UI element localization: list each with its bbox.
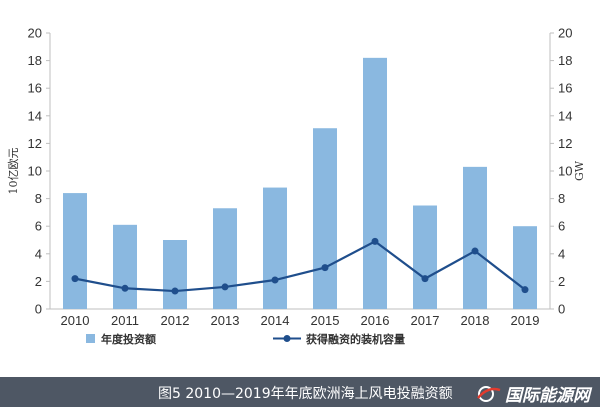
y-tick-label: 2	[35, 274, 42, 289]
line-point	[321, 264, 329, 272]
bar	[113, 224, 137, 309]
y2-tick-label: 14	[558, 108, 572, 123]
tick-labels: 0 0 2 2 4 4 6 6 8 8 10 10 12 12 14 14 16 16 18 18 20 20 2010 20…	[28, 26, 573, 329]
x-tick-label: 2013	[211, 313, 240, 328]
series-line	[74, 240, 526, 293]
y-tick-label: 18	[28, 53, 42, 68]
y-tick-label: 12	[28, 136, 42, 151]
line-point	[121, 284, 129, 292]
y2-axis-title: GW	[573, 160, 586, 181]
y-tick-label: 8	[35, 191, 42, 206]
y2-tick-label: 2	[558, 274, 565, 289]
watermark: 国际能源网	[475, 381, 590, 406]
line-point	[271, 276, 279, 284]
legend: 年度投资额 获得融资的装机容量	[86, 332, 405, 346]
y2-tick-label: 6	[558, 219, 565, 234]
x-tick-label: 2012	[161, 313, 190, 328]
bar	[513, 226, 537, 309]
y-tick-label: 4	[35, 246, 42, 261]
bar	[363, 57, 387, 310]
y2-tick-label: 20	[558, 26, 572, 41]
bar	[463, 166, 487, 309]
y-tick-label: 10	[28, 164, 42, 179]
x-tick-label: 2011	[111, 313, 139, 328]
line-point	[171, 287, 179, 295]
legend-bar-label: 年度投资额	[101, 332, 156, 346]
x-tick-label: 2015	[311, 313, 340, 328]
bar	[213, 208, 237, 309]
line-series	[71, 237, 529, 295]
bar	[263, 187, 287, 309]
line-point	[521, 286, 529, 294]
line-point	[221, 283, 229, 291]
bar	[313, 128, 337, 309]
y-tick-label: 6	[35, 219, 42, 234]
x-tick-label: 2014	[261, 313, 290, 328]
legend-bar-swatch	[86, 334, 95, 343]
logo-icon	[477, 385, 501, 402]
legend-line-marker	[283, 335, 291, 342]
watermark-text: 国际能源网	[505, 386, 590, 406]
y-tick-label: 20	[28, 26, 42, 41]
y2-tick-label: 16	[558, 81, 572, 96]
bars	[63, 57, 537, 310]
y-tick-label: 16	[28, 81, 42, 96]
line-point	[421, 275, 429, 283]
caption-bar: 图5 2010—2019年年底欧洲海上风电投融资额 国际能源网	[0, 377, 600, 407]
line-point	[371, 237, 379, 245]
x-tick-label: 2010	[61, 313, 90, 328]
y2-tick-label: 18	[558, 53, 572, 68]
y-axis-title: 10亿欧元	[7, 148, 20, 195]
figure-caption: 图5 2010—2019年年底欧洲海上风电投融资额	[158, 386, 453, 402]
y2-tick-label: 4	[558, 246, 565, 261]
x-tick-label: 2016	[361, 313, 390, 328]
x-tick-label: 2018	[461, 313, 490, 328]
line-point	[71, 275, 79, 283]
y2-tick-label: 0	[558, 302, 565, 317]
y2-tick-label: 10	[558, 164, 572, 179]
y-tick-label: 0	[35, 302, 42, 317]
x-tick-label: 2017	[411, 313, 440, 328]
y-tick-label: 14	[28, 108, 42, 123]
chart: 0 0 2 2 4 4 6 6 8 8 10 10 12 12 14 14 16 16 18 18 20 20 2010 20…	[7, 26, 586, 347]
legend-line-label: 获得融资的装机容量	[306, 332, 405, 346]
bar	[63, 193, 87, 309]
line-point	[471, 247, 479, 255]
y2-tick-label: 8	[558, 191, 565, 206]
bar	[413, 205, 437, 309]
bar	[163, 240, 187, 309]
x-tick-label: 2019	[511, 313, 540, 328]
y2-tick-label: 12	[558, 136, 572, 151]
